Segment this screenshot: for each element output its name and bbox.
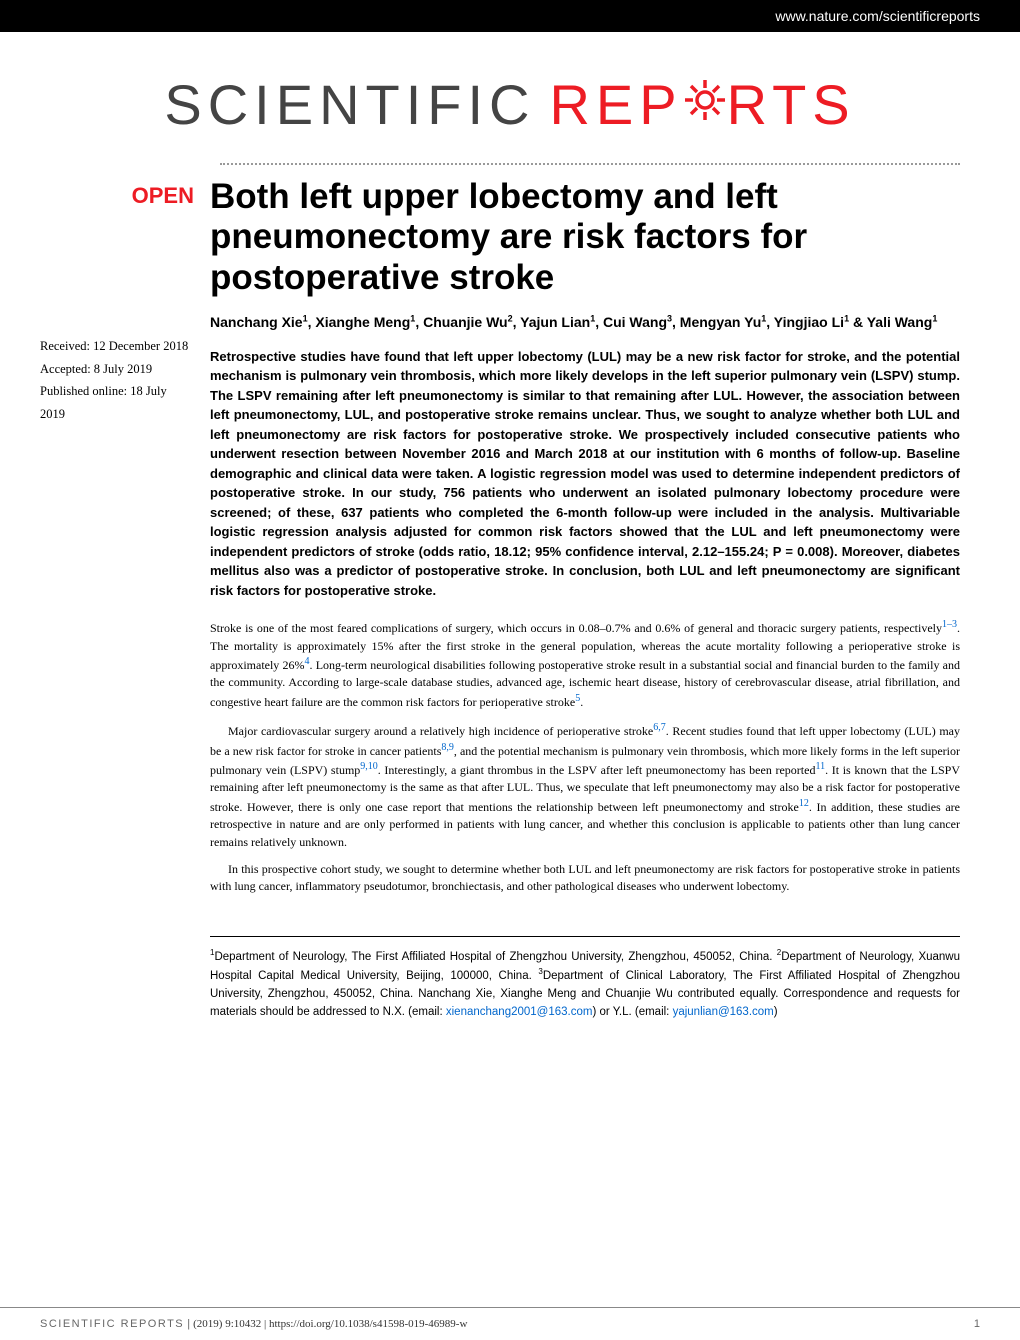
main-content: OPEN Received: 12 December 2018 Accepted…	[0, 177, 1020, 1022]
logo-part2: REP RTS	[549, 72, 855, 137]
citation-ref[interactable]: 1–3	[942, 619, 957, 630]
article-title: Both left upper lobectomy and left pneum…	[210, 177, 960, 298]
logo-prefix: REP	[549, 73, 682, 136]
open-access-badge: OPEN	[40, 183, 194, 209]
journal-url-header: www.nature.com/scientificreports	[0, 0, 1020, 32]
divider	[220, 163, 960, 165]
citation-ref[interactable]: 9,10	[360, 761, 378, 772]
body-paragraph-1: Stroke is one of the most feared complic…	[210, 618, 960, 711]
logo-suffix: RTS	[727, 73, 856, 136]
page-footer: SCIENTIFIC REPORTS | (2019) 9:10432 | ht…	[0, 1307, 1020, 1340]
journal-url[interactable]: www.nature.com/scientificreports	[775, 8, 980, 24]
footer-journal: SCIENTIFIC REPORTS	[40, 1318, 184, 1330]
footer-citation: SCIENTIFIC REPORTS | (2019) 9:10432 | ht…	[40, 1318, 467, 1330]
citation-ref[interactable]: 8,9	[441, 742, 454, 753]
author-list: Nanchang Xie1, Xianghe Meng1, Chuanjie W…	[210, 312, 960, 333]
received-date: Received: 12 December 2018	[40, 335, 194, 358]
citation-ref[interactable]: 11	[815, 761, 825, 772]
sidebar: OPEN Received: 12 December 2018 Accepted…	[40, 177, 210, 1022]
article-dates: Received: 12 December 2018 Accepted: 8 J…	[40, 335, 194, 425]
accepted-date: Accepted: 8 July 2019	[40, 358, 194, 381]
affiliations: 1Department of Neurology, The First Affi…	[210, 936, 960, 1022]
citation-ref[interactable]: 6,7	[653, 722, 666, 733]
article-body: Both left upper lobectomy and left pneum…	[210, 177, 960, 1022]
journal-logo: SCIENTIFIC REP RTS	[0, 32, 1020, 157]
body-paragraph-3: In this prospective cohort study, we sou…	[210, 861, 960, 896]
page-number: 1	[974, 1318, 980, 1330]
published-date: Published online: 18 July 2019	[40, 380, 194, 425]
gear-icon	[681, 72, 729, 120]
body-paragraph-2: Major cardiovascular surgery around a re…	[210, 721, 960, 851]
citation-ref[interactable]: 12	[799, 798, 809, 809]
abstract: Retrospective studies have found that le…	[210, 347, 960, 601]
footer-citation-text: (2019) 9:10432 | https://doi.org/10.1038…	[193, 1318, 467, 1330]
logo-part1: SCIENTIFIC	[164, 72, 535, 137]
